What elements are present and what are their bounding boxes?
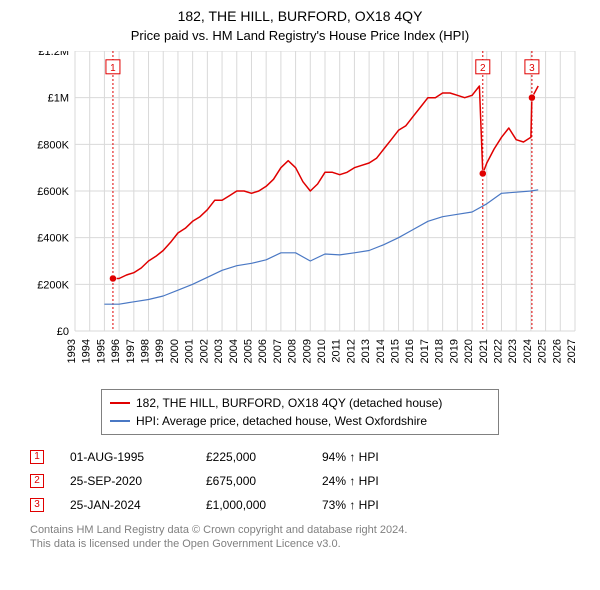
svg-text:2007: 2007 [272,339,284,363]
event-marker: 1 [30,450,44,464]
legend: 182, THE HILL, BURFORD, OX18 4QY (detach… [101,389,499,435]
chart-subtitle: Price paid vs. HM Land Registry's House … [131,28,469,43]
svg-text:1: 1 [110,63,116,74]
svg-text:£1M: £1M [48,93,69,105]
event-pct: 24% ↑ HPI [322,469,379,493]
event-price: £675,000 [206,469,296,493]
legend-item: 182, THE HILL, BURFORD, OX18 4QY (detach… [110,394,490,412]
svg-text:2012: 2012 [345,339,357,363]
svg-text:2026: 2026 [551,339,563,363]
svg-text:1994: 1994 [81,339,93,363]
svg-text:2005: 2005 [242,339,254,363]
legend-label: 182, THE HILL, BURFORD, OX18 4QY (detach… [136,394,442,412]
chart-area: £0£200K£400K£600K£800K£1M£1.2M1993199419… [25,51,585,351]
svg-text:£800K: £800K [37,139,69,151]
svg-text:2003: 2003 [213,339,225,363]
line-chart-svg: £0£200K£400K£600K£800K£1M£1.2M1993199419… [25,51,585,389]
event-table: 1 01-AUG-1995 £225,000 94% ↑ HPI 2 25-SEP-202… [30,445,570,517]
svg-text:2025: 2025 [537,339,549,363]
svg-text:2009: 2009 [301,339,313,363]
event-date: 01-AUG-1995 [70,445,180,469]
svg-text:2019: 2019 [448,339,460,363]
svg-text:2010: 2010 [316,339,328,363]
svg-text:£1.2M: £1.2M [38,51,69,58]
legend-swatch [110,420,130,422]
legend-item: HPI: Average price, detached house, West… [110,412,490,430]
svg-text:1999: 1999 [154,339,166,363]
svg-text:2020: 2020 [463,339,475,363]
svg-text:2024: 2024 [522,339,534,363]
legend-swatch [110,402,130,404]
svg-text:2013: 2013 [360,339,372,363]
footer-line-2: This data is licensed under the Open Gov… [30,537,570,551]
event-row: 2 25-SEP-2020 £675,000 24% ↑ HPI [30,469,570,493]
svg-text:1997: 1997 [125,339,137,363]
event-pct: 73% ↑ HPI [322,493,379,517]
svg-text:£200K: £200K [37,279,69,291]
svg-text:2023: 2023 [507,339,519,363]
svg-text:1998: 1998 [140,339,152,363]
chart-title: 182, THE HILL, BURFORD, OX18 4QY [178,8,423,24]
svg-text:£600K: £600K [37,186,69,198]
svg-text:2022: 2022 [492,339,504,363]
svg-text:2017: 2017 [419,339,431,363]
svg-text:1996: 1996 [110,339,122,363]
footer-line-1: Contains HM Land Registry data © Crown c… [30,523,570,537]
event-date: 25-SEP-2020 [70,469,180,493]
event-date: 25-JAN-2024 [70,493,180,517]
event-price: £225,000 [206,445,296,469]
svg-text:£0: £0 [57,326,69,338]
svg-text:1995: 1995 [95,339,107,363]
svg-text:2016: 2016 [404,339,416,363]
svg-text:2004: 2004 [228,339,240,363]
svg-text:2002: 2002 [198,339,210,363]
svg-text:2: 2 [480,63,486,74]
svg-text:1993: 1993 [66,339,78,363]
event-pct: 94% ↑ HPI [322,445,379,469]
event-marker: 3 [30,498,44,512]
event-row: 3 25-JAN-2024 £1,000,000 73% ↑ HPI [30,493,570,517]
footer: Contains HM Land Registry data © Crown c… [30,523,570,551]
svg-text:2001: 2001 [184,339,196,363]
svg-text:£400K: £400K [37,233,69,245]
event-row: 1 01-AUG-1995 £225,000 94% ↑ HPI [30,445,570,469]
svg-text:2015: 2015 [390,339,402,363]
legend-label: HPI: Average price, detached house, West… [136,412,427,430]
svg-text:2006: 2006 [257,339,269,363]
svg-text:2011: 2011 [331,339,343,363]
svg-text:2014: 2014 [375,339,387,363]
svg-text:2008: 2008 [287,339,299,363]
svg-text:3: 3 [529,63,535,74]
svg-text:2018: 2018 [434,339,446,363]
svg-text:2000: 2000 [169,339,181,363]
chart-container: 182, THE HILL, BURFORD, OX18 4QY Price p… [0,0,600,590]
event-price: £1,000,000 [206,493,296,517]
event-marker: 2 [30,474,44,488]
svg-text:2027: 2027 [566,339,578,363]
svg-text:2021: 2021 [478,339,490,363]
